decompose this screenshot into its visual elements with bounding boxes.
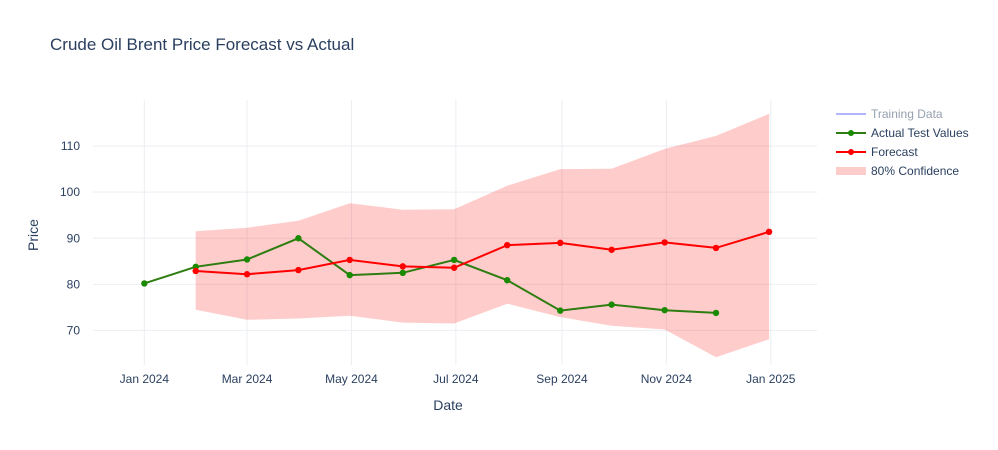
- y-tick-label: 100: [60, 185, 80, 199]
- forecast-point: [295, 266, 302, 274]
- x-tick-label: Sep 2024: [536, 372, 588, 386]
- x-tick-label: May 2024: [325, 372, 378, 386]
- legend-label: 80% Confidence: [871, 164, 959, 178]
- forecast-point: [765, 228, 773, 236]
- forecast-point: [243, 271, 251, 278]
- forecast-point: [608, 246, 615, 253]
- legend-item-forecast: Forecast: [836, 145, 918, 159]
- actual-test-values-point: [295, 235, 302, 242]
- actual-test-values-point: [661, 306, 668, 314]
- forecast-point: [557, 239, 564, 247]
- legend: Training Data Actual Test Values Forecast 8…: [836, 107, 969, 178]
- grid: [93, 100, 817, 365]
- forecast-point: [399, 263, 406, 270]
- x-tick-label: Nov 2024: [641, 372, 693, 386]
- x-tick-label: Jan 2025: [746, 372, 796, 386]
- legend-marker: [848, 149, 854, 155]
- actual-test-values-point: [450, 256, 458, 264]
- actual-test-values-point: [243, 256, 251, 263]
- legend-item-training-data: Training Data: [836, 107, 943, 121]
- actual-test-values-point: [346, 271, 353, 279]
- legend-label: Actual Test Values: [871, 126, 969, 140]
- legend-swatch: [836, 167, 866, 175]
- y-tick-label: 90: [67, 231, 81, 245]
- legend-item-80-confidence: 80% Confidence: [836, 164, 959, 178]
- forecast-point: [504, 241, 511, 249]
- y-tick-label: 80: [67, 277, 81, 291]
- legend-label: Training Data: [871, 107, 943, 121]
- y-axis-title: Price: [25, 219, 41, 251]
- x-tick-label: Mar 2024: [222, 372, 273, 386]
- x-tick-label: Jan 2024: [120, 372, 170, 386]
- x-axis-title: Date: [433, 397, 463, 413]
- legend-marker: [848, 130, 854, 136]
- forecast-point: [450, 264, 458, 271]
- forecast-point: [346, 256, 353, 264]
- y-tick-label: 110: [61, 139, 80, 153]
- series-layer: [141, 228, 773, 317]
- y-tick-label: 70: [67, 323, 81, 337]
- actual-test-values-point: [608, 301, 615, 308]
- y-axis-ticks: 70 80 90 100 110: [60, 139, 80, 337]
- confidence-band-layer: [195, 113, 770, 358]
- actual-test-values-point: [557, 307, 564, 314]
- actual-test-values-point: [399, 269, 406, 277]
- x-axis-ticks: Jan 2024 Mar 2024 May 2024 Jul 2024 Sep 2024…: [120, 372, 796, 386]
- forecast-point: [661, 239, 668, 246]
- actual-test-values-point: [141, 280, 148, 287]
- forecast-line: [195, 230, 770, 276]
- legend-label: Forecast: [871, 145, 918, 159]
- forecast-point: [192, 267, 199, 275]
- legend-item-actual-test-values: Actual Test Values: [836, 126, 969, 140]
- actual-test-values-point: [712, 309, 720, 317]
- actual-test-values-point: [504, 277, 511, 284]
- chart-title: Crude Oil Brent Price Forecast vs Actual: [50, 35, 354, 54]
- forecast-point: [712, 244, 720, 252]
- confidence-band: [195, 113, 770, 358]
- x-tick-label: Jul 2024: [433, 372, 479, 386]
